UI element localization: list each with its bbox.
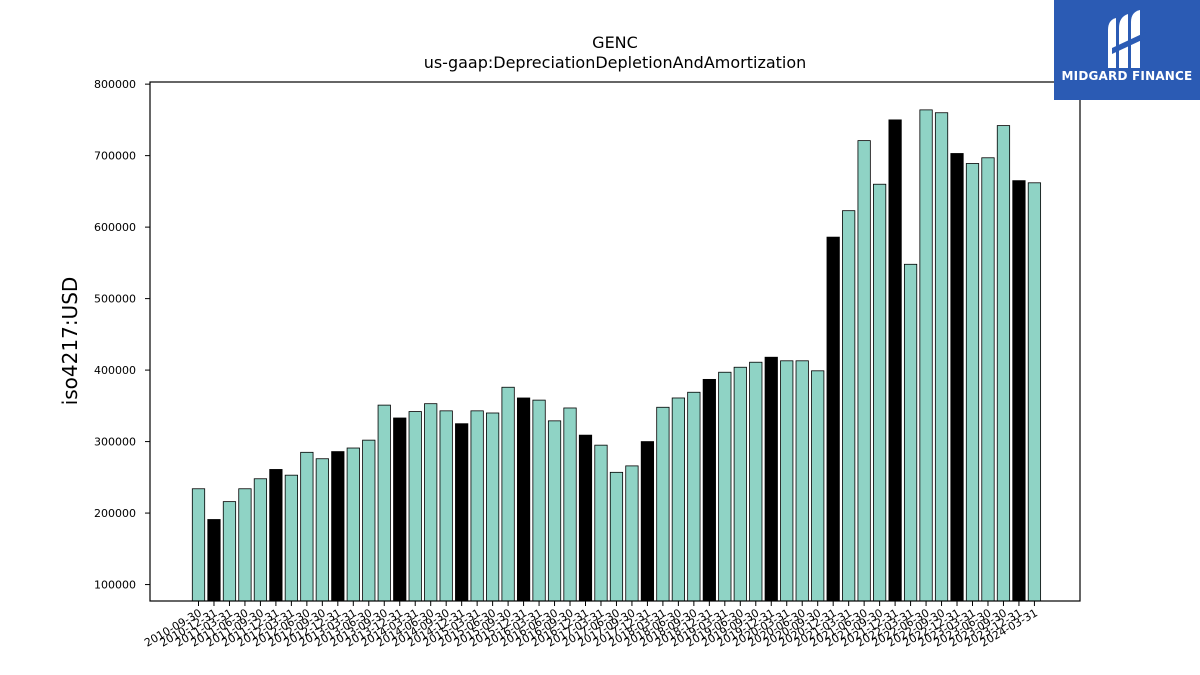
bar-2015-06-30 <box>486 412 500 602</box>
bar-2012-09-30 <box>315 458 329 602</box>
bar-2020-09-30 <box>811 370 825 602</box>
bar-2014-03-31 <box>408 411 422 602</box>
y-tick-label: 100000 <box>94 579 136 592</box>
bar-2014-12-31 <box>455 423 469 602</box>
y-tick-label: 300000 <box>94 436 136 449</box>
bar-2023-06-30 <box>981 157 995 602</box>
y-tick-label: 600000 <box>94 221 136 234</box>
bar-2020-03-31 <box>780 360 794 602</box>
bar-2018-03-31 <box>656 406 670 602</box>
y-tick-label: 500000 <box>94 293 136 306</box>
bar-2015-09-30 <box>501 386 515 602</box>
bar-2020-06-30 <box>795 360 809 602</box>
midgard-logo-icon <box>1108 10 1146 68</box>
logo-text: MIDGARD FINANCE <box>1061 69 1193 83</box>
bar-2016-09-30 <box>563 407 577 602</box>
bar-2012-12-31 <box>331 451 345 602</box>
bar-2022-03-31 <box>903 263 918 602</box>
bar-2011-06-30 <box>238 488 252 602</box>
bar-2021-03-31 <box>842 210 856 602</box>
bar-2019-06-30 <box>733 366 747 602</box>
bar-2016-12-31 <box>578 434 593 602</box>
bar-2021-09-30 <box>873 183 887 602</box>
bar-2019-03-31 <box>718 371 732 602</box>
bar-2013-03-31 <box>346 447 360 602</box>
bar-2014-06-30 <box>424 403 438 602</box>
bar-2017-12-31 <box>640 441 655 602</box>
bar-2023-09-30 <box>996 125 1011 602</box>
bar-2012-06-30 <box>300 451 314 602</box>
bar-2018-09-30 <box>687 391 701 602</box>
bar-2018-12-31 <box>702 378 716 602</box>
bar-2015-03-31 <box>470 410 484 602</box>
plot-frame <box>149 81 1081 602</box>
bar-2023-12-31 <box>1012 180 1026 602</box>
bar-2024-03-31 <box>1027 182 1042 602</box>
chart-title: GENC <box>592 33 638 52</box>
y-axis-label: iso4217:USD <box>58 277 82 406</box>
y-axis: 100000 200000 300000 400000 500000 600000 7000… <box>94 78 150 592</box>
bar-2013-12-31 <box>393 417 407 602</box>
bar-2018-06-30 <box>671 397 685 602</box>
bar-2016-06-30 <box>547 420 562 602</box>
bar-2016-03-31 <box>532 399 546 602</box>
y-tick-label: 400000 <box>94 364 136 377</box>
chart-subtitle: us-gaap:DepreciationDepletionAndAmortiza… <box>424 53 807 72</box>
brand-logo: MIDGARD FINANCE <box>1054 0 1200 100</box>
bar-2022-12-31 <box>950 153 964 602</box>
bar-2014-09-30 <box>439 410 453 602</box>
bar-2012-03-31 <box>284 474 298 602</box>
bar-2013-06-30 <box>362 439 376 602</box>
bar-2013-09-30 <box>377 404 391 602</box>
bars-group <box>191 109 1042 602</box>
bar-2011-09-30 <box>253 478 268 602</box>
bar-2021-06-30 <box>857 140 871 602</box>
bar-2022-06-30 <box>919 109 933 602</box>
bar-2021-12-31 <box>888 119 902 602</box>
bar-2022-09-30 <box>934 112 949 602</box>
bar-2017-09-30 <box>625 465 639 602</box>
bar-2011-03-31 <box>222 501 237 602</box>
bar-2017-03-31 <box>594 444 608 602</box>
bar-2023-03-31 <box>965 163 980 602</box>
x-axis: 2010-09-302010-12-312011-03-312011-06-30… <box>142 601 1040 650</box>
bar-2010-09-30 <box>191 488 206 602</box>
bar-2017-06-30 <box>609 471 624 602</box>
y-tick-label: 800000 <box>94 78 136 91</box>
bar-2015-12-31 <box>516 397 531 602</box>
bar-2019-12-31 <box>764 356 778 602</box>
y-tick-label: 700000 <box>94 150 136 163</box>
bar-2011-12-31 <box>269 469 283 602</box>
bar-2020-12-31 <box>826 236 840 602</box>
y-tick-label: 200000 <box>94 507 136 520</box>
bar-2019-09-30 <box>749 361 763 602</box>
bar-2010-12-31 <box>207 519 221 602</box>
